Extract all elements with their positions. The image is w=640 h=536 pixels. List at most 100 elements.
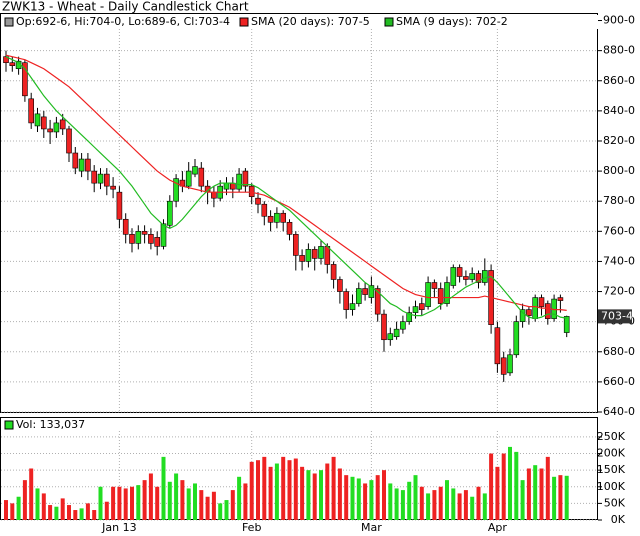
candle-body xyxy=(355,288,362,304)
candle-body xyxy=(362,288,368,295)
x-tick-label: Apr xyxy=(488,521,508,534)
candle-body xyxy=(456,267,463,277)
volume-bar xyxy=(413,475,418,520)
y-tick-label: 740-0 xyxy=(603,254,635,267)
volume-bar xyxy=(300,466,305,520)
volume-bar xyxy=(243,483,248,520)
volume-bar xyxy=(564,475,569,520)
volume-bar xyxy=(344,475,349,520)
volume-bar xyxy=(312,473,317,520)
candle-body xyxy=(248,185,255,197)
candle-body xyxy=(437,288,444,304)
volume-bar xyxy=(199,490,204,520)
candle-body xyxy=(211,191,217,199)
legend-bg xyxy=(1,419,91,432)
y-tick-label: 660-0 xyxy=(603,375,635,388)
volume-bar xyxy=(407,481,412,520)
candle-body xyxy=(475,273,482,283)
candle-body xyxy=(40,116,47,130)
volume-bar xyxy=(10,503,15,520)
candle-body xyxy=(192,166,198,175)
volume-bar xyxy=(375,475,380,520)
volume-bar xyxy=(167,481,172,520)
volume-bar xyxy=(161,456,166,520)
volume-bar xyxy=(382,470,386,520)
volume-bar xyxy=(438,486,443,520)
volume-bar xyxy=(508,446,512,520)
volume-bar xyxy=(230,490,235,520)
volume-bar xyxy=(79,508,84,520)
y-tick-label: 720-0 xyxy=(603,285,635,298)
volume-bar xyxy=(489,453,494,520)
volume-bar xyxy=(35,488,40,520)
candle-body xyxy=(173,178,179,202)
candle-body xyxy=(198,167,205,187)
volume-bar xyxy=(123,488,128,520)
legend-entry: SMA (20 days): 707-5 xyxy=(251,15,370,28)
candle-body xyxy=(343,291,350,310)
volume-bar xyxy=(262,456,267,520)
volume-bar xyxy=(142,480,147,520)
plot-layer: 640-0660-0680-0700-0720-0740-0760-0780-0… xyxy=(1,14,635,534)
candle-body xyxy=(292,234,299,256)
candle-body xyxy=(532,297,539,319)
candle-body xyxy=(299,255,305,262)
volume-bar xyxy=(337,468,342,520)
candle-body xyxy=(148,234,154,244)
candle-body xyxy=(412,306,419,313)
candle-body xyxy=(286,221,293,235)
candle-body xyxy=(110,185,116,190)
volume-bar xyxy=(501,453,506,520)
candle-body xyxy=(242,170,249,187)
candle-body xyxy=(368,285,375,298)
volume-bar xyxy=(495,466,500,520)
volume-bar xyxy=(325,463,330,520)
volume-panel xyxy=(0,417,598,520)
candle-body xyxy=(129,234,135,244)
candle-body xyxy=(374,288,381,315)
y-tick-label: 760-0 xyxy=(603,224,635,237)
candle-body xyxy=(330,264,337,280)
legend-ohlc: Op:692-6, Hi:704-0, Lo:689-6, Cl:703-4 xyxy=(16,15,230,28)
candle-body xyxy=(28,98,35,124)
candle-body xyxy=(444,282,450,304)
legend-volume: Vol: 133,037 xyxy=(16,418,85,431)
y-tick-label: 680-0 xyxy=(603,345,635,358)
y-tick-label: 100K xyxy=(597,480,626,493)
candle-body xyxy=(393,328,400,338)
candle-body xyxy=(104,173,110,187)
candle-body xyxy=(223,182,230,190)
volume-bar xyxy=(287,460,292,520)
volume-bar xyxy=(394,488,399,520)
volume-bar xyxy=(16,496,21,520)
volume-bar xyxy=(211,491,216,520)
volume-bar xyxy=(388,483,393,520)
volume-bar xyxy=(117,486,122,520)
volume-bar xyxy=(445,480,449,520)
candle-body xyxy=(406,312,413,322)
candle-body xyxy=(160,223,167,247)
candle-body xyxy=(463,276,469,280)
volume-bar xyxy=(463,490,468,520)
volume-bar xyxy=(558,475,563,520)
candle-body xyxy=(324,246,331,265)
volume-bar xyxy=(552,476,557,520)
volume-bar xyxy=(356,478,361,520)
volume-bar xyxy=(426,493,431,520)
volume-bar xyxy=(363,483,368,520)
volume-bar xyxy=(111,486,116,520)
y-tick-label: 0K xyxy=(611,513,626,526)
candle-body xyxy=(481,270,488,283)
candle-body xyxy=(305,249,312,262)
candle-body xyxy=(66,128,72,154)
x-tick-label: Feb xyxy=(242,521,261,534)
candle-body xyxy=(47,128,53,133)
x-tick-label: Jan 13 xyxy=(101,521,136,534)
candle-body xyxy=(418,303,425,310)
volume-bar xyxy=(22,480,27,520)
candle-body xyxy=(526,309,532,316)
candle-body xyxy=(185,170,192,187)
volume-bar xyxy=(186,488,191,520)
candle-body xyxy=(91,170,97,184)
volume-bar xyxy=(514,451,519,520)
